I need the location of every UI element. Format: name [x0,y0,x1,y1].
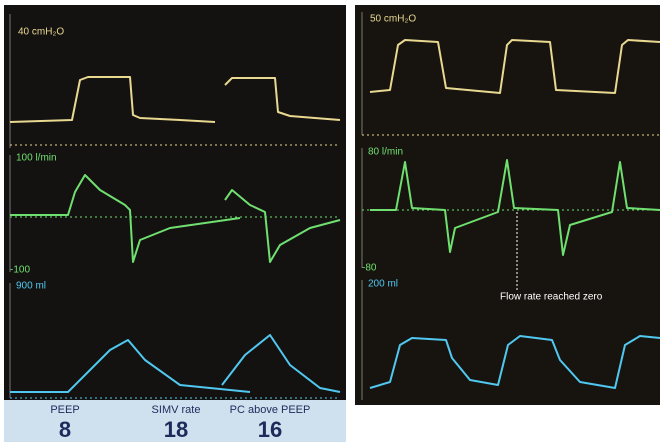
volume-label: 200 ml [368,279,398,290]
setting-name: PC above PEEP [230,404,311,416]
pressure-label: 40 cmH₂O [18,27,64,38]
flow-label: 80 l/min [368,147,403,158]
flow-label: 100 l/min [16,153,57,164]
setting-value: 18 [164,417,188,442]
flow-min-label: -80 [362,263,377,274]
ventilator-screens: 40 cmH₂O 100 l/min -100 900 ml PEEP 8 SI… [0,0,660,442]
pressure-label: 50 cmH₂O [370,14,416,25]
flow-min-label: -100 [10,265,30,276]
setting-name: PEEP [50,404,79,416]
annotation: Flow rate reached zero [500,292,603,303]
setting-value: 8 [59,417,71,442]
left-screen [4,5,346,400]
setting-value: 16 [258,417,282,442]
volume-label: 900 ml [16,281,46,292]
setting-name: SIMV rate [152,404,201,416]
